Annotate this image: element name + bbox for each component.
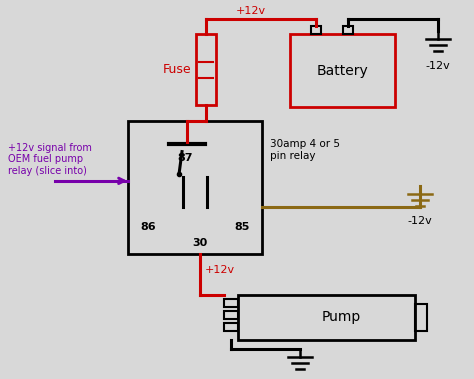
Bar xyxy=(343,26,353,34)
Text: Pump: Pump xyxy=(322,310,361,324)
Bar xyxy=(290,34,395,107)
Bar xyxy=(415,304,427,331)
Text: +12v signal from
OEM fuel pump
relay (slice into): +12v signal from OEM fuel pump relay (sl… xyxy=(8,143,92,176)
Bar xyxy=(238,295,415,340)
Text: 86: 86 xyxy=(140,222,156,232)
Bar xyxy=(196,34,216,105)
Text: -12v: -12v xyxy=(426,61,450,71)
Bar xyxy=(311,26,321,34)
Text: Fuse: Fuse xyxy=(163,63,191,76)
Text: 30amp 4 or 5
pin relay: 30amp 4 or 5 pin relay xyxy=(270,139,340,161)
Text: Battery: Battery xyxy=(317,64,368,77)
Text: -12v: -12v xyxy=(408,216,432,226)
Text: 85: 85 xyxy=(234,222,250,232)
Bar xyxy=(128,121,262,254)
Bar xyxy=(224,311,238,319)
Text: 30: 30 xyxy=(192,238,208,248)
Text: +12v: +12v xyxy=(236,6,266,16)
Bar xyxy=(224,323,238,331)
Bar xyxy=(224,299,238,307)
Text: +12v: +12v xyxy=(205,265,235,275)
Text: 87: 87 xyxy=(177,153,193,163)
